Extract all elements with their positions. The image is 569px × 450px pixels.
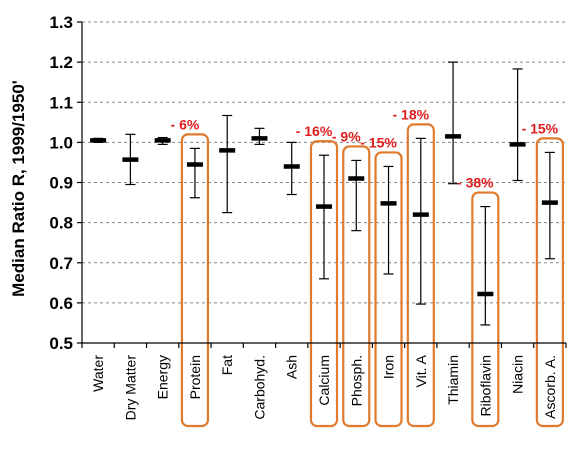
change-label-vit-a: - 18% <box>393 106 430 122</box>
y-tick-label-1.3: 1.3 <box>49 13 73 32</box>
change-label-calcium: - 16% <box>296 123 333 139</box>
x-label-thiamin: Thiamin <box>445 355 461 405</box>
highlight-box-riboflavin <box>471 191 500 428</box>
x-label-ascorb-a-: Ascorb. A. <box>542 355 558 419</box>
y-tick-label-1.2: 1.2 <box>49 53 73 72</box>
change-label-riboflavin: - 38% <box>457 175 494 191</box>
y-tick-label-0.9: 0.9 <box>49 174 73 193</box>
y-tick-label-0.6: 0.6 <box>49 294 73 313</box>
highlight-boxes <box>180 123 564 428</box>
x-label-ash: Ash <box>284 355 300 379</box>
x-label-calcium: Calcium <box>316 355 332 406</box>
highlight-box-ascorb-a- <box>535 137 564 428</box>
change-label-phosph-: - 9% <box>332 128 361 144</box>
x-label-niacin: Niacin <box>510 355 526 394</box>
highlight-box-phosph- <box>342 145 371 428</box>
y-tick-label-1.1: 1.1 <box>49 93 73 112</box>
x-label-vit-a: Vit. A <box>413 354 429 387</box>
x-label-iron: Iron <box>381 355 397 379</box>
x-label-energy: Energy <box>155 355 171 399</box>
change-label-iron: - 15% <box>360 134 397 150</box>
highlight-box-calcium <box>309 140 339 428</box>
x-label-protein: Protein <box>187 355 203 399</box>
x-label-riboflavin: Riboflavin <box>477 355 493 416</box>
y-tick-label-1.0: 1.0 <box>49 133 73 152</box>
axes <box>77 21 567 348</box>
highlight-box-iron <box>374 151 403 428</box>
x-label-fat: Fat <box>219 355 235 375</box>
x-label-carbohyd-: Carbohyd. <box>251 355 267 420</box>
x-label-water: Water <box>90 355 106 392</box>
labels: - 6% - 16% - 9% - 15%- 18%- 38%- 15%0.50.60… <box>9 13 559 420</box>
change-label-ascorb-a-: - 15% <box>522 120 559 136</box>
highlight-box-protein <box>180 133 210 428</box>
x-label-dry-matter: Dry Matter <box>122 355 138 421</box>
y-axis-title: Median Ratio R, 1999/1950' <box>9 80 28 297</box>
change-label-protein: - 6% <box>171 116 200 132</box>
x-label-phosph-: Phosph. <box>348 355 364 406</box>
y-tick-label-0.5: 0.5 <box>49 334 73 353</box>
y-tick-label-0.7: 0.7 <box>49 254 73 273</box>
highlight-box-vit-a <box>406 123 435 428</box>
y-tick-label-0.8: 0.8 <box>49 214 73 233</box>
error-bars <box>90 61 558 326</box>
